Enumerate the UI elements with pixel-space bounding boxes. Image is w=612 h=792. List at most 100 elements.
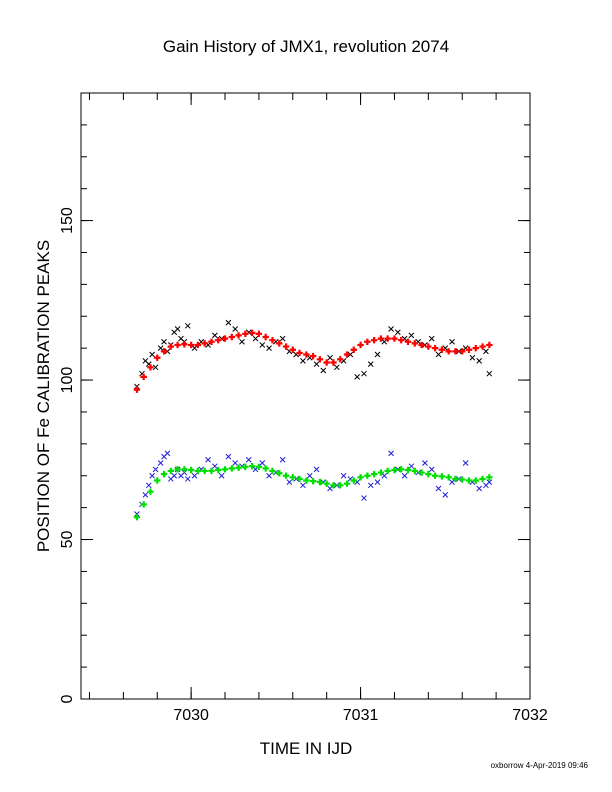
data-point	[364, 472, 371, 479]
data-point	[431, 344, 439, 352]
data-point	[300, 358, 306, 364]
chart-title: Gain History of JMX1, revolution 2074	[163, 37, 449, 56]
data-point	[276, 340, 283, 347]
data-point	[232, 326, 239, 332]
data-point	[411, 340, 418, 347]
footer-stamp: oxborrow 4-Apr-2019 09:46	[491, 761, 589, 770]
data-point	[174, 466, 181, 473]
data-point	[157, 460, 164, 466]
data-point	[191, 472, 198, 479]
data-point	[486, 341, 493, 349]
data-point	[374, 479, 381, 485]
data-point	[167, 467, 174, 475]
data-point	[449, 479, 455, 485]
data-point	[255, 330, 263, 338]
data-point	[167, 343, 174, 350]
data-point	[174, 341, 181, 349]
data-point	[323, 480, 330, 487]
data-point	[408, 463, 415, 470]
data-point	[191, 345, 198, 352]
x-tick-label: 7031	[343, 707, 379, 724]
data-point	[316, 356, 324, 363]
data-point	[327, 485, 333, 492]
data-point	[476, 485, 483, 492]
data-point	[374, 351, 381, 358]
data-point	[347, 351, 354, 358]
data-point	[425, 470, 432, 478]
data-point	[140, 373, 147, 381]
data-point	[147, 364, 154, 371]
data-point	[401, 472, 408, 479]
data-point	[333, 482, 340, 489]
data-point	[174, 326, 181, 332]
data-point	[142, 492, 149, 498]
data-point	[313, 361, 320, 367]
data-point	[269, 467, 276, 475]
data-point	[455, 348, 462, 355]
data-point	[361, 370, 367, 377]
data-point	[465, 346, 473, 353]
data-point	[469, 354, 476, 361]
data-point	[164, 348, 171, 355]
data-point	[160, 470, 168, 478]
data-point	[438, 473, 446, 480]
data-point	[208, 338, 215, 345]
data-point	[330, 482, 337, 489]
data-point	[309, 352, 317, 360]
data-point	[337, 356, 344, 363]
y-tick-label: 50	[59, 531, 76, 549]
data-point	[245, 456, 252, 463]
data-point	[472, 344, 479, 352]
x-axis-label: TIME IN IJD	[260, 739, 353, 758]
data-point	[276, 469, 283, 477]
data-point	[377, 469, 385, 476]
data-point	[225, 319, 232, 326]
data-point	[398, 336, 405, 344]
data-point	[157, 345, 164, 352]
data-point	[279, 456, 286, 463]
data-point	[398, 466, 405, 473]
data-point	[337, 482, 344, 489]
data-point	[279, 335, 286, 342]
data-point	[164, 450, 171, 457]
data-point	[361, 495, 367, 501]
data-point	[377, 335, 385, 342]
data-point	[418, 469, 425, 476]
y-tick-label: 100	[59, 367, 76, 394]
y-tick-label: 150	[59, 207, 76, 234]
data-point	[445, 348, 452, 355]
data-point	[428, 335, 435, 342]
data-point	[286, 479, 293, 485]
data-point	[152, 466, 159, 473]
data-point	[147, 488, 154, 495]
data-point	[391, 466, 398, 474]
data-point	[479, 475, 486, 483]
data-point	[235, 464, 242, 471]
data-point	[171, 472, 178, 479]
data-point	[133, 386, 141, 393]
data-point	[181, 341, 188, 348]
data-point	[367, 361, 374, 367]
data-point	[215, 336, 222, 344]
data-point	[435, 351, 442, 358]
data-point	[422, 460, 428, 466]
data-point	[181, 466, 188, 473]
data-point	[370, 470, 378, 478]
data-point	[184, 322, 191, 329]
data-point	[194, 467, 202, 475]
data-point	[282, 472, 290, 479]
data-point	[343, 351, 351, 358]
series-0	[134, 319, 493, 390]
data-point	[248, 462, 256, 470]
data-point	[411, 467, 418, 475]
series-3	[133, 462, 493, 521]
data-point	[333, 364, 340, 371]
data-point	[289, 474, 296, 481]
data-point	[442, 492, 449, 498]
data-point	[262, 465, 269, 472]
data-point	[262, 333, 269, 341]
data-point	[303, 477, 310, 484]
data-point	[239, 338, 245, 345]
x-tick-label: 7030	[173, 707, 209, 724]
data-point	[384, 467, 391, 475]
